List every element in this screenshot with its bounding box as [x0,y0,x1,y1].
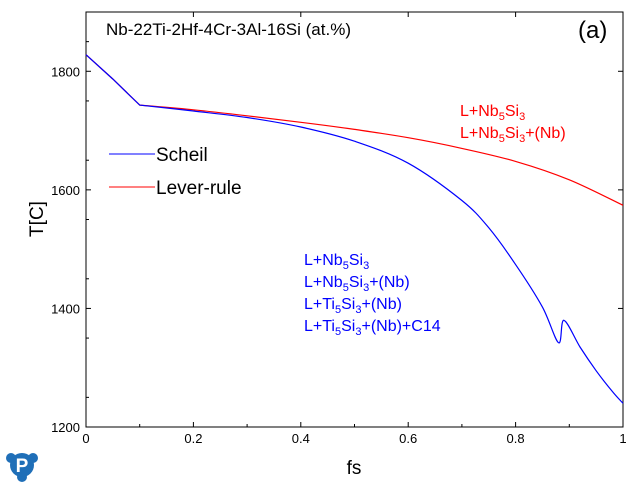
legend-label-lever-rule: Lever-rule [156,178,242,199]
annotation-line: L+Ti5Si3+(Nb)+C14 [304,318,441,338]
x-tick-label: 0.8 [507,431,525,446]
pandat-logo-icon: P [5,448,39,482]
panel-label: (a) [578,17,607,44]
annotation-line: L+Nb5Si3 [304,252,369,272]
y-tick-label: 1600 [51,183,80,198]
logo-letter: P [16,456,29,477]
annotation-line: L+Nb5Si3+(Nb) [460,125,566,145]
annotation-scheil-phases: L+Nb5Si3L+Nb5Si3+(Nb)L+Ti5Si3+(Nb)L+Ti5S… [304,252,441,338]
annotation-line: L+Ti5Si3+(Nb) [304,296,402,316]
y-axis-ticks: 1200 1400 1600 1800 [51,41,623,435]
y-axis-label: T[C] [27,201,48,237]
y-tick-label: 1400 [51,301,80,316]
y-tick-label: 1200 [51,420,80,435]
x-tick-label: 0.2 [184,431,202,446]
x-tick-label: 0.6 [399,431,417,446]
x-tick-label: 1 [619,431,626,446]
series-line-lever-rule [85,54,624,206]
legend: Scheil Lever-rule [109,145,242,199]
series-group [85,54,624,404]
x-axis-label: fs [347,458,362,479]
annotation-line: L+Nb5Si3 [460,103,525,123]
x-axis-ticks: 0 0.2 0.4 0.6 0.8 1 [82,12,627,446]
plot-area [85,11,624,428]
y-tick-label: 1800 [51,64,80,79]
annotation-line: L+Nb5Si3+(Nb) [304,274,410,294]
chart-title: Nb-22Ti-2Hf-4Cr-3Al-16Si (at.%) [106,20,351,39]
x-tick-label: 0 [82,431,89,446]
x-tick-label: 0.4 [292,431,310,446]
legend-label-scheil: Scheil [156,145,208,166]
series-line-scheil [85,54,624,404]
